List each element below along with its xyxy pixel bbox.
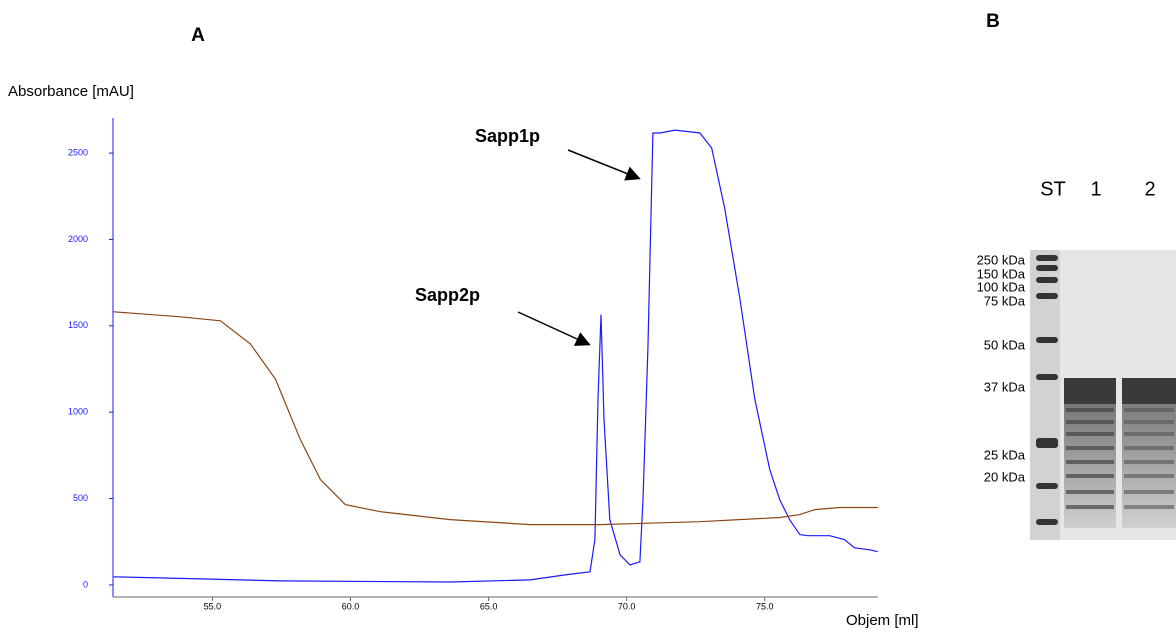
band <box>1066 432 1114 436</box>
band <box>1122 378 1176 404</box>
x-tick-label: 60.0 <box>342 601 360 611</box>
marker-band <box>1036 255 1058 261</box>
annotation: Sapp1p <box>475 126 540 146</box>
y-tick-label: 2500 <box>68 147 88 157</box>
y-tick-label: 1000 <box>68 407 88 417</box>
marker-band <box>1036 293 1058 299</box>
lane-label: ST <box>1040 178 1066 200</box>
arrow <box>568 150 638 178</box>
band <box>1066 505 1114 509</box>
marker-label: 75 kDa <box>984 293 1026 308</box>
y-tick-label: 500 <box>73 493 88 503</box>
band <box>1124 432 1174 436</box>
band <box>1066 408 1114 412</box>
y-tick-label: 0 <box>83 579 88 589</box>
marker-band <box>1036 374 1058 380</box>
figure: A B Absorbance [mAU] Objem [ml] Sapp1p S… <box>0 0 1176 632</box>
marker-label: 250 kDa <box>977 252 1026 267</box>
band <box>1064 378 1116 404</box>
marker-label: 100 kDa <box>977 279 1026 294</box>
marker-band <box>1036 337 1058 343</box>
band <box>1124 505 1174 509</box>
marker-band <box>1036 519 1058 525</box>
y-tick-label: 1500 <box>68 320 88 330</box>
marker-band <box>1036 438 1058 448</box>
band <box>1124 460 1174 464</box>
band <box>1066 474 1114 478</box>
band <box>1124 420 1174 424</box>
marker-label: 20 kDa <box>984 469 1026 484</box>
marker-label: 25 kDa <box>984 447 1026 462</box>
band <box>1066 446 1114 450</box>
series-line <box>114 312 878 525</box>
y-axis-title: Absorbance [mAU] <box>8 83 134 100</box>
x-tick-label: 55.0 <box>204 601 222 611</box>
panel-label: B <box>986 11 1000 32</box>
marker-band <box>1036 483 1058 489</box>
x-axis-title: Objem [ml] <box>846 612 919 629</box>
marker-label: 50 kDa <box>984 337 1026 352</box>
marker-band <box>1036 277 1058 283</box>
arrow <box>518 312 588 344</box>
band <box>1124 490 1174 494</box>
band <box>1124 408 1174 412</box>
x-tick-label: 70.0 <box>618 601 636 611</box>
lane-label: 2 <box>1144 178 1155 200</box>
band <box>1124 474 1174 478</box>
band <box>1066 420 1114 424</box>
series-line <box>114 130 878 582</box>
x-tick-label: 75.0 <box>756 601 774 611</box>
lane-label: 1 <box>1090 178 1101 200</box>
x-tick-label: 65.0 <box>480 601 498 611</box>
y-tick-label: 2000 <box>68 234 88 244</box>
band <box>1066 460 1114 464</box>
annotation: Sapp2p <box>415 285 480 305</box>
panel-label: A <box>191 25 205 46</box>
band <box>1066 490 1114 494</box>
marker-label: 37 kDa <box>984 379 1026 394</box>
marker-band <box>1036 265 1058 271</box>
band <box>1124 446 1174 450</box>
